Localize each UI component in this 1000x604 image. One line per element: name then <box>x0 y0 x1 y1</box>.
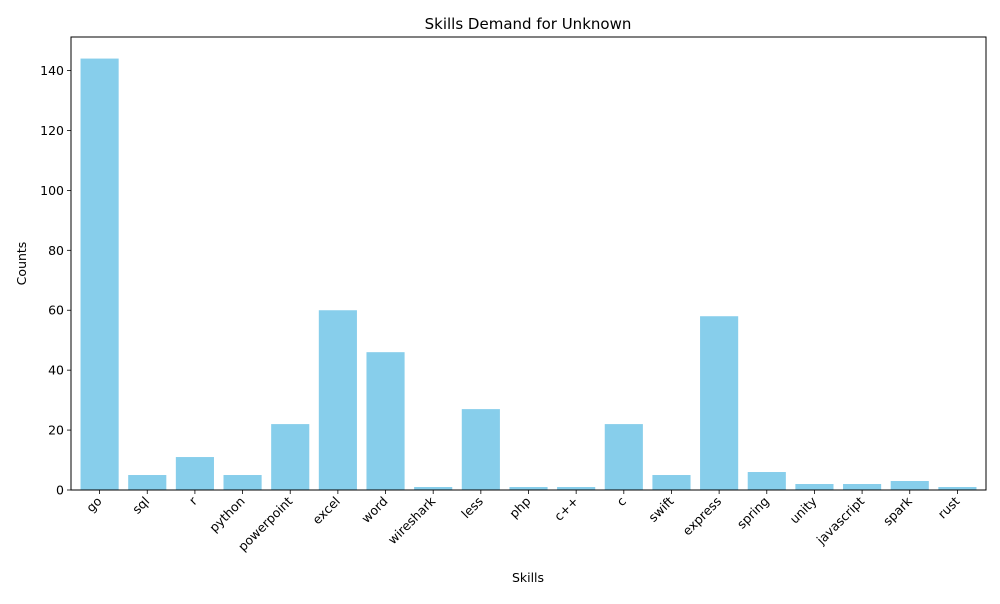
x-tick-label: unity <box>787 493 820 526</box>
bar-swift <box>652 475 691 490</box>
x-tick-label: go <box>83 494 105 516</box>
x-tick-label: rust <box>935 493 963 521</box>
bar-unity <box>795 484 834 490</box>
y-tick-label: 80 <box>48 243 64 258</box>
x-tick-label: c++ <box>551 494 581 524</box>
x-tick-label: javascript <box>813 493 868 548</box>
bar-python <box>223 475 262 490</box>
bar-powerpoint <box>271 424 310 490</box>
x-tick-label: c <box>613 493 629 509</box>
x-tick-label: r <box>186 493 201 508</box>
plot-frame <box>70 36 987 491</box>
bar-rust <box>938 487 977 490</box>
bar-go <box>80 58 119 490</box>
bar-php <box>509 487 548 490</box>
x-tick-label: python <box>206 494 248 536</box>
bar-express <box>700 316 739 490</box>
bar-less <box>461 409 500 490</box>
y-tick-label: 0 <box>56 483 64 498</box>
bar-excel <box>318 310 357 490</box>
y-axis-ticks: 0 20 40 60 80 100 120 140 <box>40 63 71 498</box>
y-tick-label: 100 <box>40 183 64 198</box>
bar-spring <box>747 472 786 490</box>
bar-spark <box>890 481 929 490</box>
y-tick-label: 120 <box>40 123 64 138</box>
x-tick-label: spring <box>734 494 772 532</box>
x-tick-label: word <box>358 494 390 526</box>
x-tick-label: sql <box>129 494 152 517</box>
chart-title: Skills Demand for Unknown <box>425 15 632 33</box>
bars-group <box>80 58 977 490</box>
bar-javascript <box>843 484 882 490</box>
x-tick-label: php <box>506 493 533 520</box>
x-axis-label: Skills <box>512 570 544 585</box>
y-tick-label: 40 <box>48 363 64 378</box>
x-tick-label: wireshark <box>385 493 439 547</box>
x-tick-label: less <box>458 494 486 522</box>
x-tick-label: swift <box>645 493 676 524</box>
x-tick-label: express <box>679 494 724 539</box>
y-tick-label: 140 <box>40 63 64 78</box>
y-axis-label: Counts <box>14 242 29 286</box>
x-tick-label: excel <box>309 494 343 528</box>
bar-c <box>604 424 643 490</box>
y-tick-label: 20 <box>48 423 64 438</box>
bar-r <box>175 457 214 490</box>
bar-sql <box>128 475 167 490</box>
bar-c++ <box>557 487 596 490</box>
x-tick-label: spark <box>880 493 916 529</box>
bar-word <box>366 352 405 490</box>
y-tick-label: 60 <box>48 303 64 318</box>
bar-wireshark <box>414 487 453 490</box>
